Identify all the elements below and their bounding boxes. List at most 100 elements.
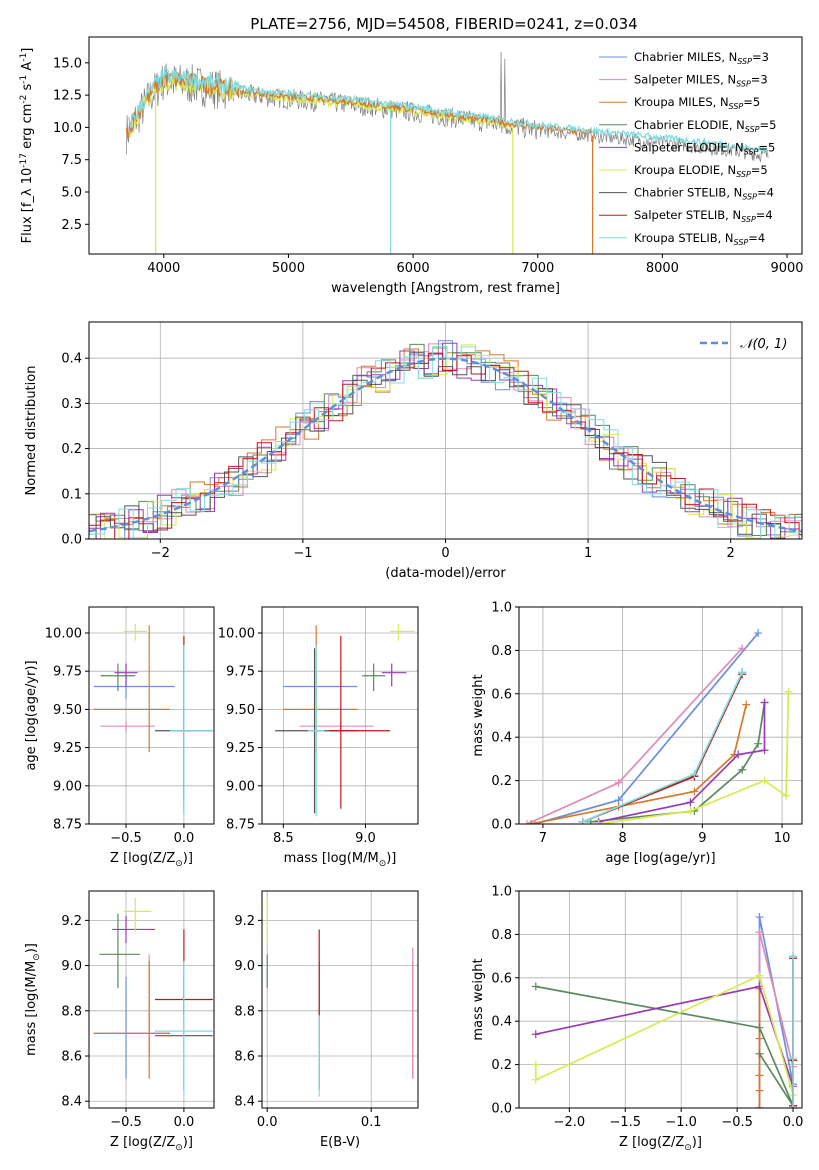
mass-weight-vs-Z-panel: −2.0 −1.5 −1.0 −0.5 0.0 0.0 0.2 0.4 0.6 0.8 1.0 Z [… [471,885,803,1154]
errorbar-point [307,645,325,817]
mass-weight-marker [531,1075,540,1084]
y-tick-label: 0.2 [61,442,82,457]
residual-histogram-marks [89,340,802,539]
x-tick-label: 7 [539,831,547,846]
errorbar-point [100,954,171,1057]
mass-weight-marker [755,913,764,922]
legend-label: Salpeter MILES, NSSP=3 [634,73,768,89]
mass-weight-vs-Z-frame [518,890,803,1109]
errorbar-point [283,674,358,699]
x-tick-label: −1 [293,546,312,561]
mass-weight-marker [690,770,699,779]
errorbar-point [381,663,407,687]
errorbar-point [283,625,358,753]
mass-weight-marker [531,1030,540,1039]
y-tick-label: 9.50 [53,703,82,718]
y-tick-label: 9.00 [226,779,255,794]
y-tick-label: 0.2 [491,1058,512,1073]
errorbar-point [362,663,386,692]
mass-weight-marker [734,750,743,759]
mass-vs-Z-ylabel: mass [log(M/M⊙)] [24,943,42,1056]
mass-weight-vs-Z-xlabel: Z [log(Z/Z⊙)] [619,1135,702,1153]
y-tick-label: 0.8 [491,928,512,943]
y-tick-label: 8.75 [226,818,255,833]
legend-label: Chabrier STELIB, NSSP=4 [634,186,774,202]
y-tick-label: 0.1 [61,487,82,502]
x-tick-label: 7000 [521,261,554,276]
age-vs-Z-marks [93,623,213,817]
y-tick-label: 9.75 [53,665,82,680]
mass-weight-marker [614,778,623,787]
y-tick-label: 8.4 [234,1095,255,1110]
mass-weight-marker [755,1034,764,1043]
figure-title: PLATE=2756, MJD=54508, FIBERID=0241, z=0… [250,15,637,33]
mass-weight-line [590,702,766,823]
x-tick-label: 0.0 [174,831,195,846]
legend-label: Chabrier ELODIE, NSSP=5 [634,118,776,134]
mass-vs-ebv-frame [261,890,419,1109]
y-tick-label: 10.0 [53,121,82,136]
residual-histogram-ylabel: Normed distribution [24,366,39,496]
y-tick-label: 7.5 [61,153,82,168]
x-tick-label: −2.0 [554,1115,586,1130]
x-tick-label: 8 [618,831,626,846]
y-tick-label: 9.2 [61,914,82,929]
residual-histogram-xlabel: (data-model)/error [385,566,506,581]
errorbar-point [93,625,171,753]
mass-weight-marker [755,1023,764,1032]
mass-weight-marker [531,1060,540,1069]
mass-weight-vs-age-frame [518,606,803,825]
x-tick-label: −1.0 [665,1115,697,1130]
mass-vs-Z-xlabel: Z [log(Z/Z⊙)] [110,1135,193,1153]
mass-weight-marker [686,806,695,815]
y-tick-label: 9.0 [61,959,82,974]
mass-weight-marker [789,1104,798,1108]
y-tick-label: 1.0 [491,885,512,900]
mass-vs-Z-frame [88,890,215,1109]
x-tick-label: 6000 [397,261,430,276]
mass-weight-marker [742,700,751,709]
y-tick-label: 9.25 [226,741,255,756]
x-tick-label: 2 [727,546,735,561]
y-tick-label: 0.4 [491,1015,512,1030]
mass-weight-marker [686,798,695,807]
x-tick-label: −0.5 [721,1115,753,1130]
spectrum-marks [125,51,769,254]
y-tick-label: 0.4 [61,352,82,367]
mass-weight-line [535,985,794,1108]
mass-weight-marker [738,668,747,677]
age-vs-mass-panel: 8.5 9.0 8.75 9.00 9.25 9.50 9.75 10.00 mass [log… [218,606,419,869]
x-tick-label: 9 [698,831,706,846]
errorbar-point [99,913,140,989]
mass-weight-vs-age-panel: 7 8 9 10 0.0 0.2 0.4 0.6 0.8 1.0 age [log(age/yr)]… [471,601,803,866]
mass-weight-vs-age-marks [522,629,793,824]
errorbar-point [100,663,136,692]
errorbar-point [100,721,155,733]
mass-vs-ebv-marks [266,897,414,1097]
mass-weight-vs-age-xlabel: age [log(age/yr)] [605,851,715,866]
spectrum-legend: Chabrier MILES, NSSP=3 Salpeter MILES, NS… [599,50,776,247]
age-vs-mass-marks [275,623,415,817]
x-tick-label: 9000 [770,261,803,276]
x-tick-label: 10 [774,831,791,846]
y-tick-label: 0.4 [491,731,512,746]
errorbar-point [123,897,152,932]
mass-vs-Z-marks [93,897,213,1097]
age-vs-Z-xlabel: Z [log(Z/Z⊙)] [110,851,193,869]
x-tick-label: 0.0 [174,1115,195,1130]
legend-label: Kroupa ELODIE, NSSP=5 [634,163,768,179]
mass-vs-ebv-panel: 0.0 0.1 8.4 8.6 8.8 9.0 9.2 E(B-V) [234,890,419,1150]
y-tick-label: 0.6 [491,971,512,986]
mass-weight-vs-Z-ylabel: mass weight [471,958,486,1040]
errorbar-point [170,645,213,817]
errorbar-point [123,623,147,641]
mass-weight-marker [782,791,791,800]
y-tick-label: 5.0 [61,186,82,201]
residual-histogram-panel: −2 −1 0 1 2 0.0 0.1 0.2 0.3 0.4 (data-model)/error… [24,321,803,581]
legend-label: Kroupa STELIB, NSSP=4 [634,231,765,247]
y-tick-label: 8.8 [61,1004,82,1019]
y-tick-label: 0.3 [61,397,82,412]
y-tick-label: 8.75 [53,818,82,833]
mass-weight-marker [760,776,769,785]
